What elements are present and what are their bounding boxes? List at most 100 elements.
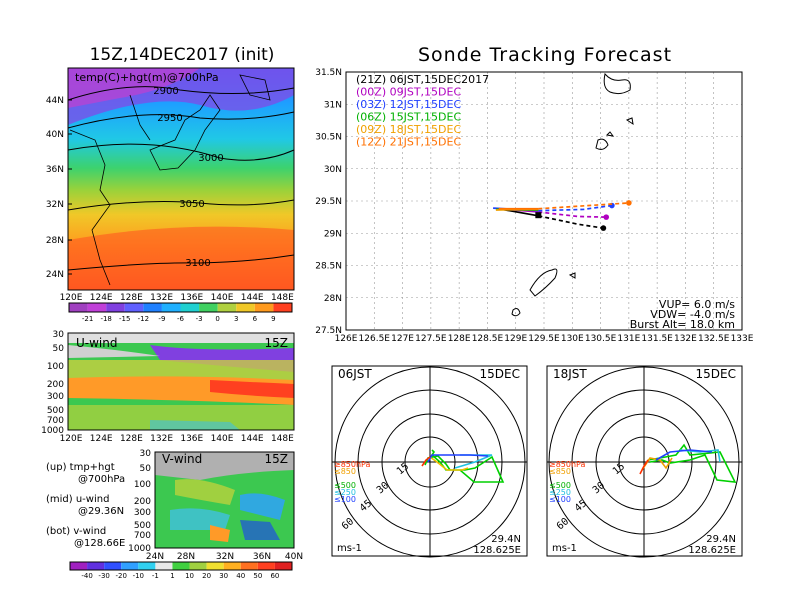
wind-colorbar-label: 30	[219, 572, 228, 580]
track-lat-tick: 29N	[324, 229, 342, 239]
vwind-y-tick: 700	[134, 531, 151, 541]
hodo-left-lat: 29.4N	[491, 534, 521, 545]
wind-colorbar-label: 60	[270, 572, 279, 580]
track-series-descent	[538, 204, 613, 212]
hodo-right-level-5: ≤100	[549, 495, 571, 504]
track-lon-tick: 129E	[504, 334, 527, 344]
hodo-right-ring-45: 45	[573, 498, 589, 514]
track-lat-tick: 30.5N	[315, 133, 342, 143]
wind-colorbar-cell	[172, 562, 190, 570]
track-series-descent	[538, 202, 629, 210]
hodo-left-unit: ms-1	[337, 543, 362, 554]
vwind-x-tick: 40N	[285, 552, 303, 562]
hodograph-right	[546, 365, 743, 558]
map-lat-tick: 40N	[46, 130, 64, 140]
map-variable-label: temp(C)+hgt(m)@700hPa	[75, 71, 219, 84]
map-lon-tick: 132E	[150, 293, 173, 303]
temperature-colorbar-label: -3	[196, 315, 203, 323]
contour-label-1: 2900	[153, 86, 178, 97]
hodo-right-ring-60: 60	[555, 516, 571, 532]
wind-colorbar-cell	[104, 562, 122, 570]
track-lat-tick: 29.5N	[315, 197, 342, 207]
hodo-right-ring-30: 30	[591, 480, 607, 496]
wind-colorbar-label: 10	[185, 572, 194, 580]
map-lon-tick: 136E	[180, 293, 203, 303]
wind-colorbar-cells	[69, 561, 293, 571]
map-lon-ticks: 120E 124E 128E 132E 136E 140E 144E 148E	[60, 293, 295, 303]
temperature-colorbar-label: -18	[100, 315, 111, 323]
track-legend-entry: (12Z) 21JST,15DEC	[356, 136, 461, 149]
track-lon-tick: 128.5E	[472, 334, 504, 344]
hodo-left-ring-45: 45	[358, 498, 374, 514]
track-coastlines	[511, 72, 634, 317]
hodo-right-level-3: ≤500	[549, 481, 571, 490]
track-lon-tick: 132E	[674, 334, 697, 344]
wind-colorbar-cell	[155, 562, 173, 570]
map-lat-tick: 28N	[46, 236, 64, 246]
hodograph-left	[331, 365, 528, 558]
track-legend-entry: (06Z) 15JST,15DEC	[356, 111, 461, 124]
temperature-colorbar-label: -6	[177, 315, 185, 323]
hodo-right-unit: ms-1	[552, 543, 577, 554]
hodo-left-level-1: ≥850hPa	[334, 460, 371, 469]
vwind-x-tick: 32N	[216, 552, 234, 562]
map-lat-tick: 44N	[46, 96, 64, 106]
hodo-right-level-4: ≤250	[549, 488, 571, 497]
track-lat-tick: 30N	[324, 165, 342, 175]
track-lon-tick: 126E	[335, 334, 358, 344]
track-lon-tick: 133E	[731, 334, 754, 344]
temperature-colorbar-cell	[217, 303, 237, 312]
track-lat-tick: 31.5N	[315, 68, 342, 78]
track-lat-tick: 31N	[324, 100, 342, 110]
vwind-y-tick: 100	[134, 480, 151, 490]
map-lon-tick: 120E	[60, 293, 83, 303]
temperature-colorbar-label: 3	[234, 315, 238, 323]
desc-line-5: (bot) v-wind	[46, 526, 106, 537]
track-lat-tick: 28.5N	[315, 262, 342, 272]
wind-colorbar-cell	[274, 562, 292, 570]
uwind-label: U-wind	[76, 336, 117, 350]
track-lon-tick: 131E	[617, 334, 640, 344]
temperature-colorbar-cell	[69, 303, 88, 312]
param-burst: Burst Alt= 18.0 km	[630, 318, 735, 331]
vwind-y-tick: 50	[140, 464, 152, 474]
vwind-x-tick: 28N	[177, 552, 195, 562]
temperature-map-overlay: temp(C)+hgt(m)@700hPa 2900 2950 3000 305…	[75, 71, 224, 269]
uwind-y-tick: 50	[53, 344, 65, 354]
track-legend-entry: (03Z) 12JST,15DEC	[356, 98, 461, 111]
hodo-left-time: 06JST	[338, 367, 372, 381]
hodo-left-date: 15DEC	[480, 367, 520, 381]
wind-colorbar-cell	[257, 562, 275, 570]
track-lon-tick: 127.5E	[415, 334, 447, 344]
track-lon-tick: 129.5E	[528, 334, 560, 344]
temperature-colorbar-label: -21	[82, 315, 93, 323]
temperature-colorbar-label: -15	[119, 315, 130, 323]
wind-colorbar-label: 40	[236, 572, 245, 580]
track-lat-tick: 28N	[324, 294, 342, 304]
contour-label-4: 3050	[179, 199, 204, 210]
hodo-right-lon: 128.625E	[688, 545, 736, 556]
track-frame	[345, 71, 743, 331]
vwind-time: 15Z	[265, 452, 289, 466]
track-legend: (21Z) 06JST,15DEC2017(00Z) 09JST,15DEC(0…	[356, 73, 489, 149]
temperature-colorbar-label: -9	[158, 315, 165, 323]
uwind-panel	[67, 332, 295, 431]
vwind-panel	[154, 451, 295, 549]
burst-point-marker	[535, 212, 542, 219]
hodo-left-level-4: ≤250	[334, 488, 356, 497]
map-lon-tick: 124E	[90, 293, 113, 303]
uwind-x-tick: 124E	[90, 434, 113, 444]
track-lat-tick: 27.5N	[315, 326, 342, 336]
track-landing-point	[600, 225, 607, 231]
param-vdw: VDW= -4.0 m/s	[650, 308, 735, 321]
uwind-x-tick: 132E	[150, 434, 173, 444]
wind-colorbar-cell	[70, 562, 88, 570]
wind-colorbar-cell	[138, 562, 156, 570]
track-lat-ticks: 31.5N 31N 30.5N 30N 29.5N 29N 28.5N 28N 27.5N	[315, 68, 342, 336]
temperature-colorbar-label: 9	[271, 315, 275, 323]
wind-colorbar-label: -10	[133, 572, 144, 580]
vwind-y-tick: 1000	[128, 544, 151, 554]
